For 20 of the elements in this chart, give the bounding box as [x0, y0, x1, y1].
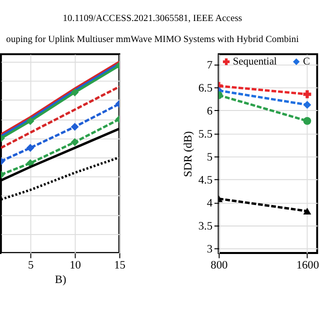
y-tick-label: 6.5	[198, 82, 213, 95]
y-tick-label: 4.5	[198, 174, 213, 187]
y-tick-label: 7	[206, 60, 213, 72]
y-tick-label: 5	[206, 152, 213, 164]
y-tick-label: 3	[206, 244, 213, 256]
legend-label: Sequential	[232, 56, 277, 68]
y-tick-label: 3.5	[198, 220, 213, 233]
y-tick-label: 6	[206, 106, 213, 118]
x-tick-label: 1600	[296, 260, 320, 272]
x-tick-label: 10	[70, 260, 82, 272]
y-tick-label: 5.5	[198, 128, 213, 141]
text: ouping for Uplink Multiuser mmWave MIMO Systems with Hybrid Combini	[6, 34, 300, 45]
text: 10.1109/ACCESS.2021.3065581, IEEE Access	[62, 14, 242, 24]
x-tick-label: 15	[114, 260, 126, 272]
y-tick-label: 4	[206, 198, 213, 210]
x-tick-label: 5	[28, 260, 34, 272]
y-axis-title: SDR (dB)	[182, 130, 195, 177]
x-tick-label: 800	[210, 260, 228, 272]
x-axis-title: B)	[54, 274, 66, 286]
legend-label: C	[302, 56, 310, 68]
